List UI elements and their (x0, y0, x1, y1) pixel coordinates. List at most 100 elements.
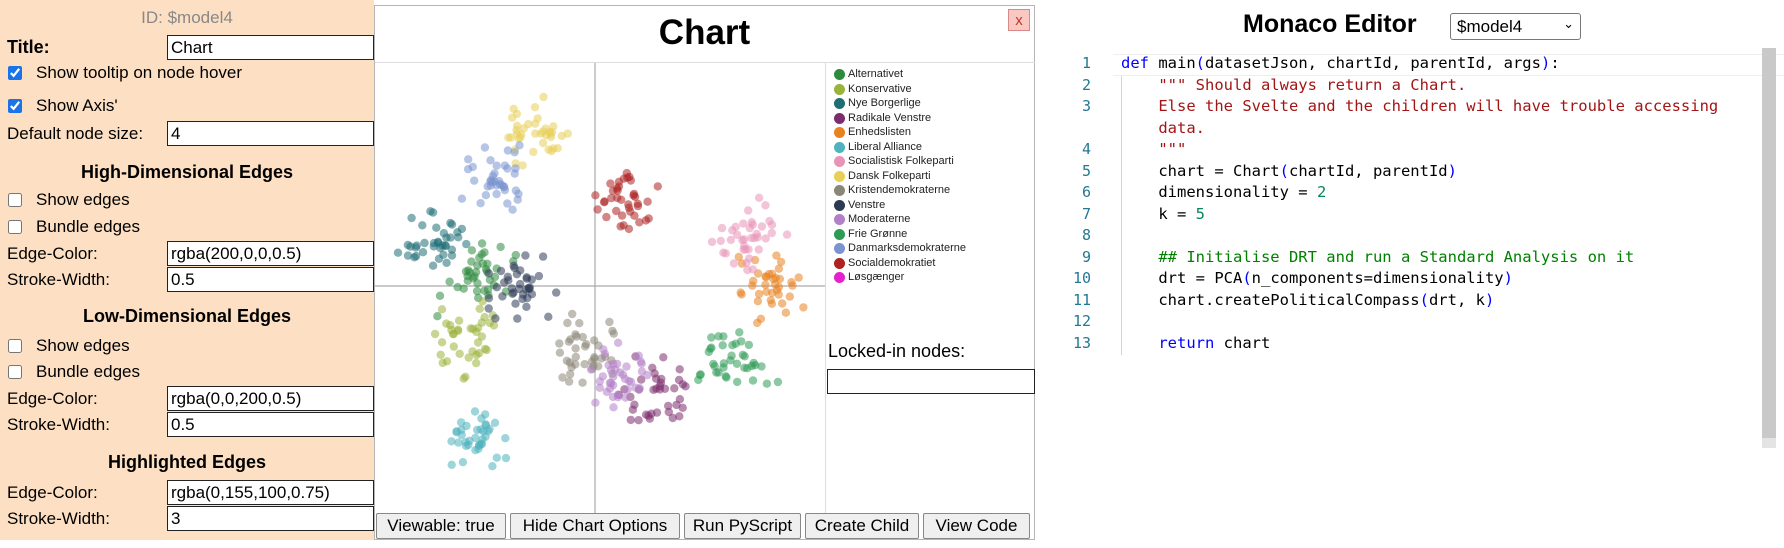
scatter-point[interactable] (496, 242, 505, 252)
scatter-point[interactable] (575, 319, 584, 328)
scatter-point[interactable] (459, 374, 468, 383)
scatter-point[interactable] (485, 275, 495, 284)
scatter-point[interactable] (754, 289, 764, 299)
scatter-point[interactable] (625, 172, 634, 182)
scatter-point[interactable] (530, 103, 540, 112)
low-dim-show-edges-checkbox[interactable] (8, 339, 22, 353)
scatter-point[interactable] (586, 365, 596, 374)
scatter-point[interactable] (480, 143, 490, 152)
scatter-point[interactable] (564, 377, 574, 386)
high-dim-edge-color-input[interactable] (167, 241, 374, 266)
scatter-point[interactable] (591, 191, 600, 200)
scatter-point[interactable] (503, 199, 512, 208)
model-select[interactable]: $model4 ⌄ (1450, 13, 1581, 40)
scatter-point[interactable] (624, 224, 634, 234)
scatter-point[interactable] (489, 321, 499, 330)
scatter-point[interactable] (634, 416, 643, 425)
code-editor[interactable]: 1 2 3 4 5 6 7 8 9 10 11 12 13 def main(datasetJson, … (1045, 48, 1784, 548)
scatter-point[interactable] (740, 363, 749, 372)
scatter-point[interactable] (449, 342, 458, 351)
scatter-point[interactable] (602, 212, 611, 222)
scatter-point[interactable] (748, 265, 758, 274)
scatter-point[interactable] (492, 189, 501, 199)
scatter-point[interactable] (500, 161, 510, 170)
highlighted-edge-color-input[interactable] (167, 480, 374, 505)
scatter-point[interactable] (549, 122, 558, 131)
scatter-point[interactable] (563, 129, 572, 138)
scatter-point[interactable] (735, 328, 744, 337)
scatter-point[interactable] (484, 269, 493, 278)
scatter-point[interactable] (436, 350, 445, 359)
scatter-point[interactable] (605, 317, 614, 327)
scatter-point[interactable] (472, 358, 481, 368)
scatter-point[interactable] (729, 259, 739, 268)
scatter-point[interactable] (781, 308, 791, 317)
scatter-point[interactable] (518, 290, 528, 299)
scatter-point[interactable] (454, 438, 463, 447)
scatter-point[interactable] (464, 353, 473, 362)
scatter-point[interactable] (442, 258, 451, 267)
scatter-point[interactable] (447, 220, 457, 229)
scatter-point[interactable] (546, 129, 555, 139)
scatter-point[interactable] (522, 302, 531, 311)
scatter-point[interactable] (628, 405, 638, 414)
scatter-point[interactable] (606, 179, 615, 188)
scatter-point[interactable] (500, 278, 509, 287)
scatter-point[interactable] (459, 284, 468, 293)
scatter-point[interactable] (614, 182, 624, 191)
hide-chart-options-button[interactable]: Hide Chart Options (510, 513, 680, 539)
scatter-point[interactable] (510, 148, 519, 157)
scatter-point[interactable] (612, 206, 621, 216)
scatter-point[interactable] (607, 193, 616, 203)
scatter-point[interactable] (516, 266, 525, 275)
scatter-point[interactable] (544, 312, 553, 321)
scatter-point[interactable] (442, 357, 452, 366)
scatter-point[interactable] (572, 332, 581, 341)
scatter-point[interactable] (799, 303, 808, 312)
scatter-point[interactable] (445, 277, 454, 286)
show-tooltip-checkbox[interactable] (8, 66, 22, 80)
scatter-point[interactable] (631, 383, 640, 392)
scatter-point[interactable] (558, 373, 567, 382)
scatter-point[interactable] (403, 251, 413, 260)
scatter-point[interactable] (643, 197, 652, 206)
run-pyscript-button[interactable]: Run PyScript (684, 513, 801, 539)
scatter-point[interactable] (613, 393, 623, 402)
scatter-point[interactable] (785, 292, 794, 301)
scatter-point[interactable] (437, 305, 447, 314)
scatter-point[interactable] (600, 349, 610, 359)
scatter-point[interactable] (668, 413, 677, 423)
scatter-point[interactable] (491, 314, 500, 323)
scrollbar-thumb[interactable] (1762, 48, 1776, 438)
scatter-point[interactable] (538, 252, 548, 261)
scatter-point[interactable] (410, 253, 419, 262)
scatter-point[interactable] (659, 353, 668, 362)
low-dim-edge-color-input[interactable] (167, 386, 374, 411)
scatter-point[interactable] (617, 195, 626, 204)
scatter-point[interactable] (531, 119, 540, 128)
scatter-point[interactable] (707, 333, 716, 342)
scatter-point[interactable] (740, 241, 749, 251)
scatter-point[interactable] (744, 206, 753, 215)
scatter-point[interactable] (567, 363, 576, 372)
scatter-point[interactable] (664, 407, 673, 417)
scatter-point[interactable] (511, 250, 520, 260)
scatter-point[interactable] (418, 248, 428, 257)
scatter-point[interactable] (621, 393, 630, 402)
scatter-point[interactable] (428, 261, 438, 270)
scatter-point[interactable] (434, 254, 444, 263)
scatter-point[interactable] (498, 292, 507, 301)
high-dim-show-edges-checkbox[interactable] (8, 193, 22, 207)
scatter-point[interactable] (624, 200, 633, 209)
scatter-point[interactable] (477, 318, 487, 327)
scatter-point[interactable] (753, 297, 763, 306)
scatter-point[interactable] (753, 318, 762, 328)
scatter-point[interactable] (626, 377, 636, 387)
scatter-point[interactable] (595, 383, 604, 392)
scatter-point[interactable] (499, 182, 509, 191)
scatter-point[interactable] (514, 134, 523, 143)
scatter-point[interactable] (446, 233, 455, 242)
high-dim-stroke-width-input[interactable] (167, 267, 374, 292)
scatter-point[interactable] (418, 221, 427, 230)
scatter-point[interactable] (512, 109, 522, 119)
